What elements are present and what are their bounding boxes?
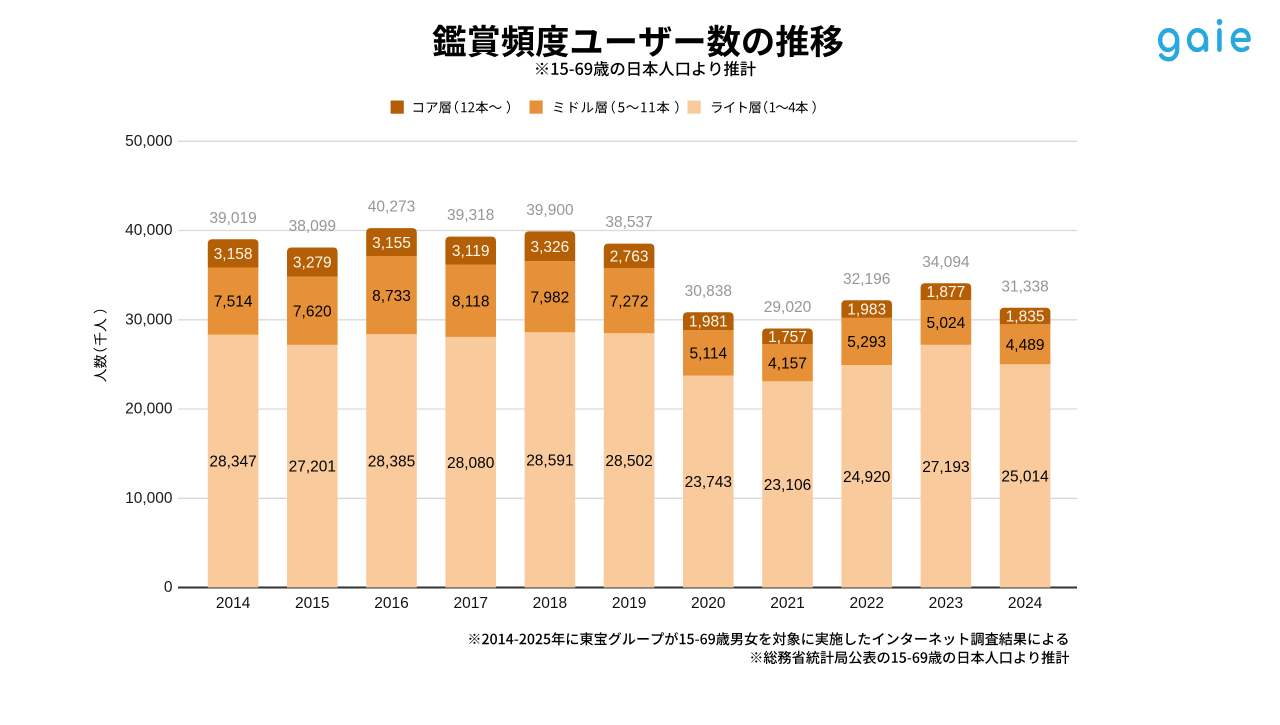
- svg-text:2021: 2021: [770, 595, 804, 612]
- svg-text:8,733: 8,733: [372, 288, 411, 305]
- svg-text:29,020: 29,020: [764, 299, 812, 316]
- svg-text:28,591: 28,591: [526, 453, 573, 470]
- svg-text:5,293: 5,293: [847, 334, 886, 351]
- svg-text:3,119: 3,119: [452, 243, 490, 260]
- svg-text:32,196: 32,196: [843, 271, 890, 288]
- svg-text:40,000: 40,000: [125, 222, 173, 239]
- svg-text:2014: 2014: [216, 595, 251, 612]
- svg-text:1,757: 1,757: [768, 329, 807, 346]
- svg-text:0: 0: [164, 579, 173, 596]
- svg-text:27,193: 27,193: [922, 459, 969, 476]
- svg-text:7,620: 7,620: [293, 303, 332, 320]
- svg-text:34,094: 34,094: [922, 254, 970, 271]
- svg-text:39,019: 39,019: [209, 210, 256, 227]
- svg-text:1,835: 1,835: [1006, 309, 1045, 326]
- svg-text:5,024: 5,024: [927, 315, 966, 332]
- svg-text:3,279: 3,279: [293, 255, 332, 272]
- svg-text:1,981: 1,981: [689, 314, 728, 331]
- svg-text:24,920: 24,920: [843, 469, 891, 486]
- svg-text:31,338: 31,338: [1001, 278, 1048, 295]
- svg-text:8,118: 8,118: [452, 293, 490, 310]
- svg-text:30,000: 30,000: [125, 311, 173, 328]
- svg-text:1,983: 1,983: [847, 302, 886, 319]
- svg-text:2015: 2015: [295, 595, 329, 612]
- svg-text:50,000: 50,000: [125, 133, 173, 150]
- svg-text:7,272: 7,272: [610, 293, 649, 310]
- svg-text:38,537: 38,537: [605, 214, 652, 231]
- svg-text:30,838: 30,838: [685, 283, 732, 300]
- svg-text:38,099: 38,099: [289, 218, 336, 235]
- svg-text:3,326: 3,326: [531, 239, 570, 256]
- svg-text:39,318: 39,318: [447, 207, 494, 224]
- svg-text:28,385: 28,385: [368, 453, 415, 470]
- svg-text:23,743: 23,743: [685, 474, 732, 491]
- svg-text:4,157: 4,157: [768, 355, 807, 372]
- svg-text:20,000: 20,000: [125, 401, 173, 418]
- svg-text:39,900: 39,900: [526, 202, 574, 219]
- svg-text:40,273: 40,273: [368, 199, 415, 216]
- svg-text:2024: 2024: [1008, 595, 1043, 612]
- svg-text:10,000: 10,000: [125, 490, 173, 507]
- svg-text:28,502: 28,502: [605, 453, 652, 470]
- svg-text:2017: 2017: [453, 595, 487, 612]
- svg-text:23,106: 23,106: [764, 477, 811, 494]
- svg-text:4,489: 4,489: [1006, 337, 1045, 354]
- svg-text:2018: 2018: [533, 595, 567, 612]
- svg-text:27,201: 27,201: [289, 459, 336, 476]
- svg-text:3,155: 3,155: [372, 235, 411, 252]
- svg-text:2022: 2022: [849, 595, 883, 612]
- svg-text:3,158: 3,158: [214, 246, 253, 263]
- svg-text:2020: 2020: [691, 595, 726, 612]
- svg-text:28,080: 28,080: [447, 455, 495, 472]
- svg-text:2019: 2019: [612, 595, 646, 612]
- svg-text:5,114: 5,114: [689, 345, 727, 362]
- svg-text:28,347: 28,347: [209, 454, 256, 471]
- svg-text:2016: 2016: [374, 595, 408, 612]
- svg-text:25,014: 25,014: [1001, 469, 1049, 486]
- svg-text:2023: 2023: [929, 595, 963, 612]
- svg-text:7,514: 7,514: [214, 294, 253, 311]
- svg-text:2,763: 2,763: [610, 249, 649, 266]
- svg-text:7,982: 7,982: [531, 289, 570, 306]
- svg-text:1,877: 1,877: [927, 284, 966, 301]
